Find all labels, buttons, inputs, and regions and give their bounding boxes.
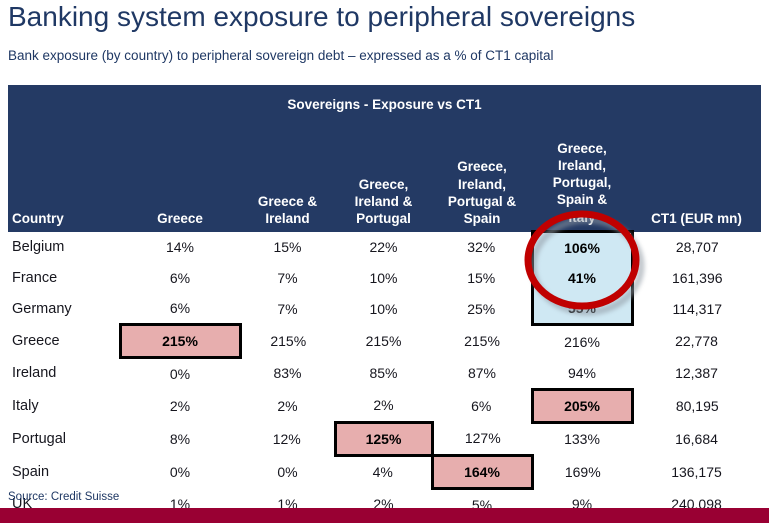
col-header-country: Country xyxy=(8,118,120,232)
cell-value: 6% xyxy=(120,263,240,293)
cell-value: 10% xyxy=(335,293,432,325)
col-header-greece-ireland: Greece & Ireland xyxy=(240,118,335,232)
cell-country: Germany xyxy=(8,293,120,325)
page-subtitle: Bank exposure (by country) to peripheral… xyxy=(8,48,554,63)
cell-value: 0% xyxy=(120,357,240,389)
cell-country: Spain xyxy=(8,455,120,488)
cell-value: 215% xyxy=(335,324,432,358)
exposure-table: Sovereigns - Exposure vs CT1 Country Gre… xyxy=(8,85,761,520)
cell-value-highlight-blue: 106% xyxy=(530,230,634,263)
cell-value: 2% xyxy=(240,389,335,422)
table-columns-row: Country Greece Greece & Ireland Greece, … xyxy=(8,118,761,232)
cell-value: 0% xyxy=(120,455,240,488)
cell-value: 14% xyxy=(120,231,240,263)
col-header-ct1: CT1 (EUR mn) xyxy=(632,118,761,232)
cell-ct1: 161,396 xyxy=(632,263,761,293)
cell-value: 216% xyxy=(532,324,632,358)
cell-value: 0% xyxy=(240,455,335,488)
cell-country: Greece xyxy=(8,324,120,358)
source-note: Source: Credit Suisse xyxy=(8,491,120,503)
cell-ct1: 28,707 xyxy=(632,231,761,263)
col-header-greece: Greece xyxy=(120,118,240,232)
cell-value: 215% xyxy=(432,324,532,358)
cell-value: 6% xyxy=(120,293,240,325)
cell-value: 8% xyxy=(120,422,240,455)
table-title-row: Sovereigns - Exposure vs CT1 xyxy=(8,85,761,118)
cell-value: 15% xyxy=(240,231,335,263)
cell-ct1: 22,778 xyxy=(632,324,761,358)
col-header-greece-ireland-portugal: Greece, Ireland & Portugal xyxy=(335,118,432,232)
cell-value: 83% xyxy=(240,357,335,389)
cell-value: 32% xyxy=(432,231,532,263)
table-title: Sovereigns - Exposure vs CT1 xyxy=(8,85,761,118)
cell-country: Italy xyxy=(8,389,120,422)
cell-value-highlight-pink: 164% xyxy=(430,453,534,490)
cell-ct1: 16,684 xyxy=(632,422,761,455)
cell-value-highlight-blue: 55% xyxy=(530,293,634,326)
table-row-ireland: Ireland 0% 83% 85% 87% 94% 12,387 xyxy=(8,357,761,389)
cell-value: 127% xyxy=(432,422,532,455)
cell-value-highlight-blue: 41% xyxy=(530,263,634,293)
cell-value-highlight-pink: 205% xyxy=(530,387,634,424)
col-header-greece-ireland-portugal-spain: Greece, Ireland, Portugal & Spain xyxy=(432,118,532,232)
cell-value: 22% xyxy=(335,231,432,263)
cell-country: France xyxy=(8,263,120,293)
table-row-belgium: Belgium 14% 15% 22% 32% 106% 28,707 xyxy=(8,230,761,263)
cell-ct1: 12,387 xyxy=(632,357,761,389)
table-row-portugal: Portugal 8% 12% 125% 127% 133% 16,684 xyxy=(8,420,761,457)
cell-value: 2% xyxy=(335,389,432,422)
cell-value: 12% xyxy=(240,422,335,455)
cell-value-highlight-pink: 125% xyxy=(333,420,434,457)
table-row-france: France 6% 7% 10% 15% 41% 161,396 xyxy=(8,263,761,293)
col-header-greece-ireland-portugal-spain-italy: Greece, Ireland, Portugal, Spain & Italy xyxy=(532,118,632,232)
cell-value: 87% xyxy=(432,357,532,389)
page-title: Banking system exposure to peripheral so… xyxy=(8,1,636,32)
table-body: Belgium 14% 15% 22% 32% 106% 28,707 Fran… xyxy=(8,230,761,520)
cell-value: 133% xyxy=(532,422,632,455)
cell-value: 15% xyxy=(432,263,532,293)
cell-value: 6% xyxy=(432,389,532,422)
cell-ct1: 136,175 xyxy=(632,455,761,488)
exposure-table-wrap: Sovereigns - Exposure vs CT1 Country Gre… xyxy=(8,85,761,520)
table-row-greece: Greece 215% 215% 215% 215% 216% 22,778 xyxy=(8,323,761,359)
cell-value: 25% xyxy=(432,293,532,325)
table-row-germany: Germany 6% 7% 10% 25% 55% 114,317 xyxy=(8,293,761,326)
cell-country: Ireland xyxy=(8,357,120,389)
cell-value: 7% xyxy=(240,293,335,325)
cell-country: Belgium xyxy=(8,231,120,263)
cell-value: 94% xyxy=(532,357,632,389)
cell-value: 85% xyxy=(335,357,432,389)
table-header: Sovereigns - Exposure vs CT1 Country Gre… xyxy=(8,85,761,232)
cell-value: 7% xyxy=(240,263,335,293)
footer-accent-bar xyxy=(0,508,769,523)
cell-country: Portugal xyxy=(8,422,120,455)
table-row-spain: Spain 0% 0% 4% 164% 169% 136,175 xyxy=(8,453,761,490)
cell-value: 169% xyxy=(532,455,632,488)
cell-ct1: 80,195 xyxy=(632,389,761,422)
cell-value: 2% xyxy=(120,389,240,422)
cell-value: 215% xyxy=(240,324,335,358)
cell-value-highlight-pink: 215% xyxy=(118,323,242,359)
cell-value: 4% xyxy=(335,455,432,488)
table-row-italy: Italy 2% 2% 2% 6% 205% 80,195 xyxy=(8,387,761,424)
cell-ct1: 114,317 xyxy=(632,293,761,325)
cell-value: 10% xyxy=(335,263,432,293)
